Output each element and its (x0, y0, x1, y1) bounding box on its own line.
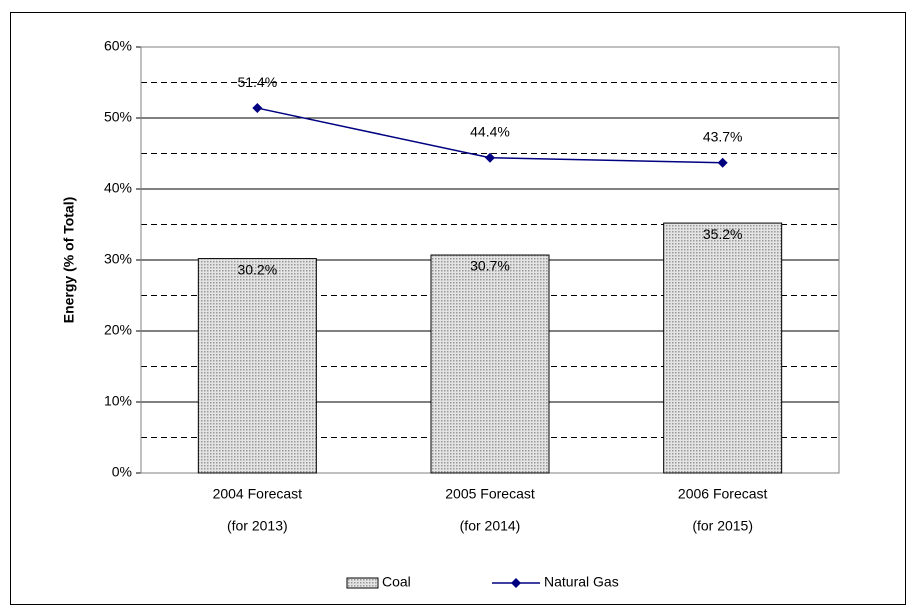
line-marker (717, 157, 728, 168)
y-tick-label: 20% (104, 322, 132, 338)
data-label: 44.4% (470, 123, 510, 139)
y-tick-label: 10% (104, 393, 132, 409)
y-tick-label: 0% (112, 464, 132, 480)
legend-marker (511, 578, 521, 588)
x-tick-label: (for 2013) (227, 518, 288, 534)
x-tick-label: 2006 Forecast (678, 486, 768, 502)
y-tick-label: 40% (104, 180, 132, 196)
legend-label: Natural Gas (544, 574, 619, 590)
x-tick-label: 2004 Forecast (213, 486, 303, 502)
data-label: 43.7% (703, 128, 743, 144)
data-label: 35.2% (703, 226, 743, 242)
y-tick-label: 60% (104, 38, 132, 54)
y-tick-label: 50% (104, 109, 132, 125)
data-label: 30.2% (237, 261, 277, 277)
bar (430, 254, 550, 474)
legend-label: Coal (382, 574, 411, 590)
x-tick-label: (for 2015) (692, 518, 753, 534)
bar (197, 258, 317, 474)
legend-swatch (346, 577, 379, 589)
x-tick-label: (for 2014) (460, 518, 521, 534)
data-label: 51.4% (237, 74, 277, 90)
data-label: 30.7% (470, 258, 510, 274)
y-axis-title: Energy (% of Total) (61, 197, 77, 324)
y-tick-label: 30% (104, 251, 132, 267)
line-marker (485, 152, 495, 163)
x-tick-label: 2005 Forecast (445, 486, 535, 502)
line-marker (252, 103, 263, 114)
bar (663, 222, 783, 474)
